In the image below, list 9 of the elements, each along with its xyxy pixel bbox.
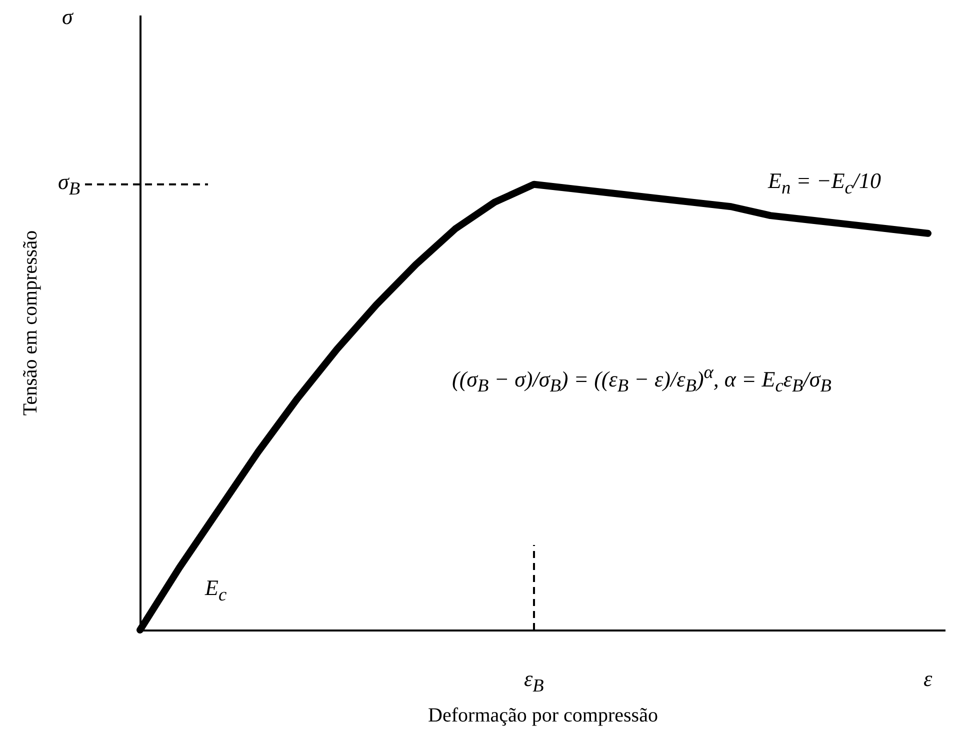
x-axis-title: Deformação por compressão (428, 704, 658, 726)
ref-line-label: σ$_{B}$ (58, 169, 80, 200)
annotation: E$_{c}$ (205, 575, 227, 606)
text: ((σ$_{B}$ − σ)/σ$_{B}$) = ((ε$_{B}$ − ε)/ε$_{B}$)$^{α}$, α = E$_{c}$ε$_{B}$/σ$_{B}$ (452, 362, 832, 396)
text: σ (62, 4, 73, 30)
x-tick-label: ε$_{B}$ (524, 666, 544, 696)
annotation: E$_{n}$ = −E$_{c}$/10 (768, 168, 882, 198)
y-axis-title: Tensão em compressão (20, 230, 42, 416)
x-tick-label: ε (924, 666, 932, 692)
